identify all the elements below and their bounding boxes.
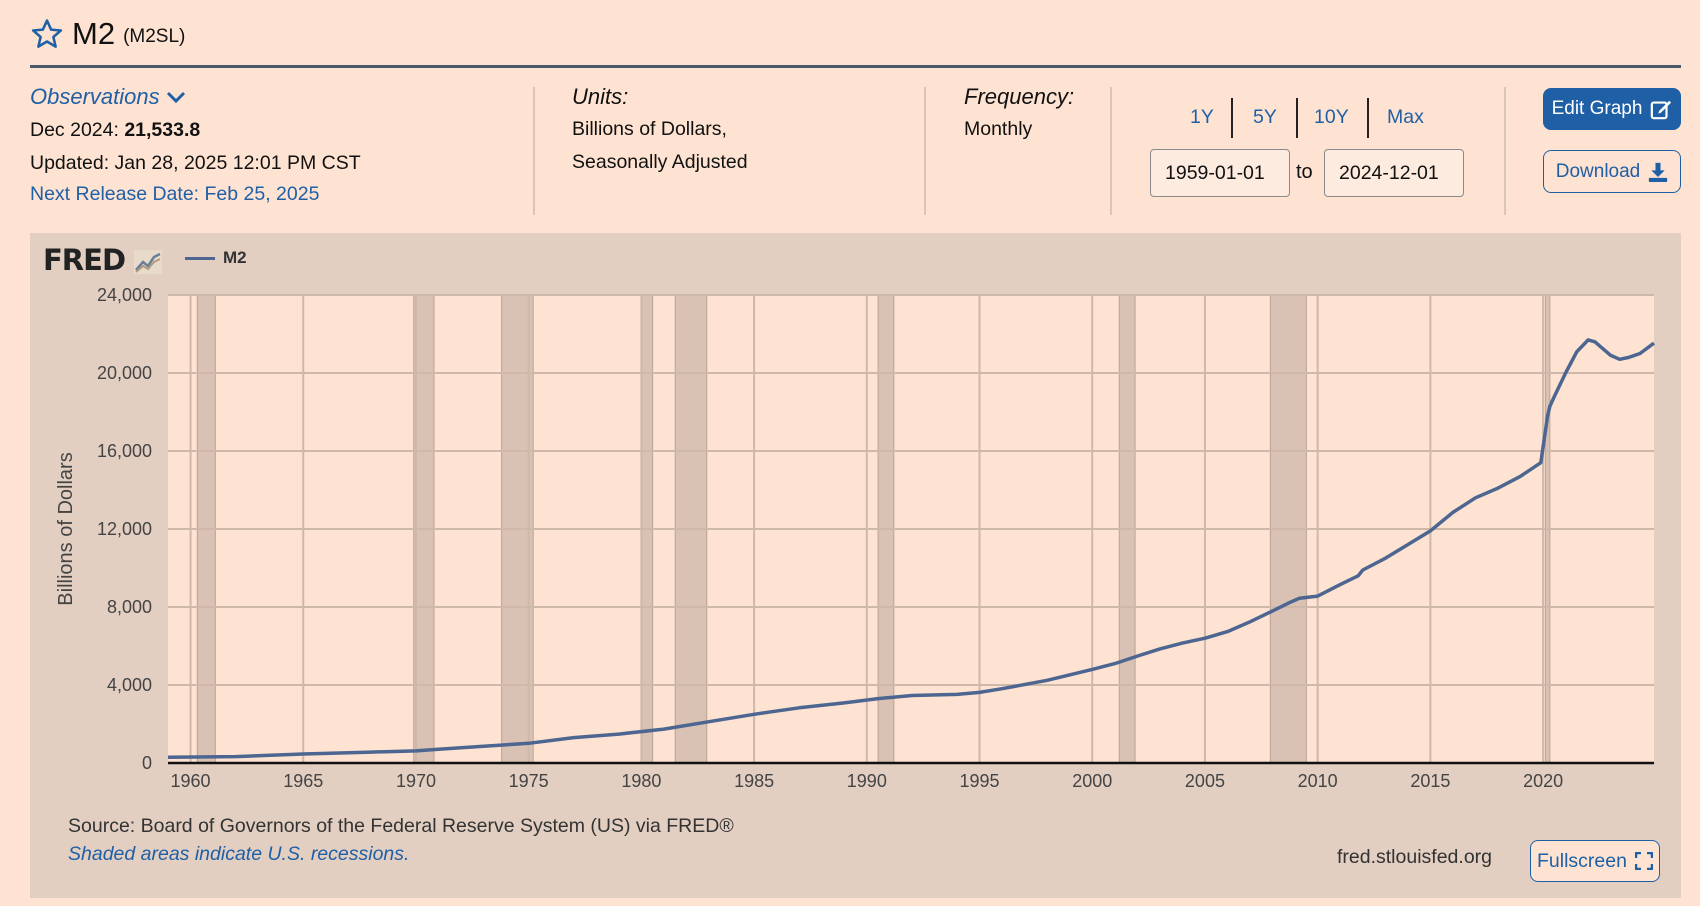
x-tick-label: 2015 [1410,771,1450,791]
x-tick-label: 1975 [509,771,549,791]
divider [533,87,535,215]
edit-graph-label: Edit Graph [1551,98,1643,119]
units-label: Units: [572,84,629,109]
x-tick-label: 1965 [283,771,323,791]
download-label: Download [1555,160,1641,182]
frequency-value: Monthly [964,118,1033,140]
x-tick-label: 1985 [734,771,774,791]
range-max-button[interactable]: Max [1387,106,1424,128]
y-tick-label: 8,000 [107,597,152,617]
units-value-line2: Seasonally Adjusted [572,151,748,173]
source-text: Source: Board of Governors of the Federa… [68,815,734,837]
divider [924,87,926,215]
x-tick-label: 2010 [1298,771,1338,791]
x-tick-label: 2020 [1523,771,1563,791]
title-row: M2 (M2SL) [30,14,185,54]
edit-graph-button[interactable]: Edit Graph [1543,88,1681,130]
range-separator [1231,98,1233,138]
observation-date: Dec 2024: [30,119,119,141]
y-tick-label: 16,000 [97,441,152,461]
chart-panel: 0 4,000 8,000 12,000 16,000 20,000 24,000 1960 1… [30,233,1681,898]
line-chart[interactable]: 0 4,000 8,000 12,000 16,000 20,000 24,000 1960 1… [30,233,1681,898]
start-date-input[interactable] [1150,149,1290,197]
y-tick-label: 0 [142,753,152,773]
y-tick-label: 12,000 [97,519,152,539]
legend-label-m2: M2 [223,248,247,267]
download-icon [1649,162,1668,182]
x-tick-label: 1970 [396,771,436,791]
frequency-label: Frequency: [964,84,1075,109]
chevron-down-icon [166,91,185,104]
recession-note: Shaded areas indicate U.S. recessions. [68,843,410,865]
page-title: M2 [72,16,116,51]
title-divider [30,65,1681,68]
legend-swatch [185,256,215,260]
observation-value: 21,533.8 [124,119,201,141]
fred-logo: FRED [43,243,163,277]
star-icon[interactable] [30,17,64,51]
range-10y-button[interactable]: 10Y [1314,106,1349,128]
divider [1110,87,1112,215]
x-tick-label: 2000 [1072,771,1112,791]
chart-legend: M2 [185,248,247,268]
y-tick-label: 24,000 [97,285,152,305]
series-line-m2 [167,338,1656,760]
x-tick-label: 1990 [847,771,887,791]
x-tick-label: 1960 [171,771,211,791]
next-release-link[interactable]: Next Release Date: Feb 25, 2025 [30,183,320,205]
latest-observation: Dec 2024: 21,533.8 [30,119,200,142]
range-separator [1367,98,1369,138]
x-tick-label: 1995 [960,771,1000,791]
range-5y-button[interactable]: 5Y [1253,106,1277,128]
divider [1504,87,1506,215]
fred-chart-icon [134,250,163,274]
observations-label: Observations [30,84,160,109]
y-axis-label: Billions of Dollars [55,452,77,605]
download-button[interactable]: Download [1543,150,1681,193]
to-label: to [1296,161,1313,183]
fullscreen-label: Fullscreen [1537,849,1627,872]
range-1y-button[interactable]: 1Y [1190,106,1214,128]
edit-icon [1651,100,1672,120]
site-url: fred.stlouisfed.org [1337,846,1493,868]
end-date-input[interactable] [1324,149,1464,197]
x-tick-label: 1980 [621,771,661,791]
y-tick-label: 20,000 [97,363,152,383]
x-tick-label: 2005 [1185,771,1225,791]
y-tick-label: 4,000 [107,675,152,695]
fred-logo-text: FRED [43,243,126,277]
series-code: (M2SL) [123,26,186,47]
updated-text: Updated: Jan 28, 2025 12:01 PM CST [30,152,361,174]
fullscreen-icon [1634,852,1653,870]
range-separator [1296,98,1298,138]
fullscreen-button[interactable]: Fullscreen [1530,840,1660,882]
observations-toggle[interactable]: Observations [30,84,186,110]
units-value-line1: Billions of Dollars, [572,118,727,140]
